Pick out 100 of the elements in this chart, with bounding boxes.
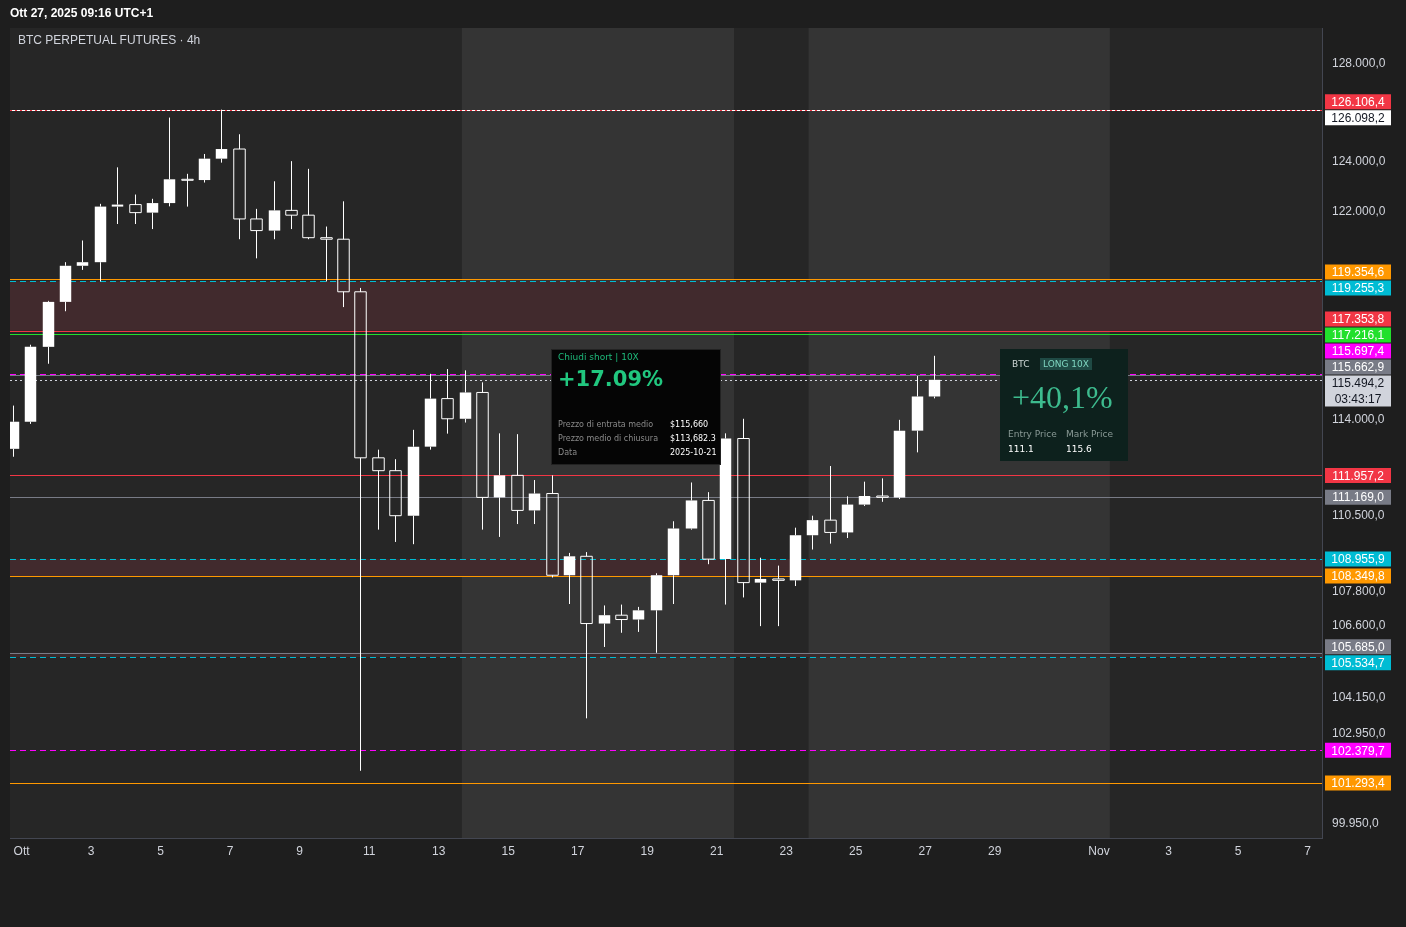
candlestick [650, 572, 663, 654]
x-tick-label: 29 [988, 843, 1002, 858]
ref-line-label: 117.216,1 [1331, 328, 1385, 343]
candlestick [198, 153, 211, 184]
text: Ott 27, 2025 09:16 UTC+1 [10, 6, 154, 21]
candlestick [24, 344, 37, 425]
x-tick-label: Nov [1088, 843, 1110, 858]
x-tick-label: 5 [1234, 843, 1242, 858]
candlestick [806, 515, 819, 551]
candlestick [354, 287, 367, 772]
annotation: BTC [1012, 359, 1030, 369]
x-tick-label: 3 [87, 843, 95, 858]
x-tick-label: 7 [1304, 843, 1312, 858]
x-tick-label: 3 [1165, 843, 1173, 858]
x-tick-label: 7 [226, 843, 234, 858]
candlestick [42, 301, 55, 365]
candlestick [372, 449, 385, 531]
ref-line-label: 126.106,4 [1331, 95, 1386, 110]
candlestick [181, 173, 194, 208]
candlestick [737, 418, 750, 598]
candlestick [511, 433, 524, 525]
candlestick [389, 458, 402, 543]
candlestick [233, 133, 246, 240]
candlestick [59, 261, 72, 312]
annotation: LONG 10X [1040, 358, 1092, 370]
candlestick [441, 368, 454, 435]
annotation: Data [558, 448, 578, 457]
x-tick-label: 17 [570, 843, 585, 858]
candlestick [111, 166, 124, 225]
candlestick [493, 432, 506, 538]
annotation: +40,1% [1012, 379, 1113, 416]
ref-line-label: 119.255,3 [1331, 281, 1385, 296]
annotation: $115,660 [670, 420, 709, 429]
x-tick-label: 5 [157, 843, 165, 858]
x-tick-label: 11 [362, 843, 376, 858]
ref-line-label: 111.169,0 [1332, 490, 1385, 505]
candlestick [129, 194, 142, 225]
candlestick [928, 355, 941, 399]
ref-line-label: 117.353,8 [1331, 312, 1385, 327]
y-tick-label: 99.950,0 [1332, 816, 1380, 831]
x-tick-label: 23 [779, 843, 794, 858]
candlestick [528, 479, 541, 525]
ref-line-label: 101.293,4 [1331, 776, 1386, 791]
candlestick [876, 477, 889, 503]
candlestick [163, 117, 176, 207]
candlestick [789, 527, 802, 587]
candlestick [407, 429, 420, 545]
candlestick [598, 604, 611, 648]
annotation: Entry Price [1008, 429, 1057, 439]
ref-line-label: 111.957,2 [1332, 468, 1385, 483]
candlestick [268, 180, 281, 240]
candlestick [563, 552, 576, 605]
x-tick-label: 13 [431, 843, 446, 858]
ref-line-label: 108.955,9 [1331, 552, 1386, 567]
candlestick [893, 419, 906, 500]
ref-line-label: 108.349,8 [1331, 569, 1386, 584]
candlestick [858, 481, 871, 505]
ref-line-label: 119.354,6 [1331, 265, 1385, 280]
ref-line-label: 105.534,7 [1331, 656, 1386, 671]
candlestick [250, 208, 263, 259]
x-tick-label: 19 [640, 843, 655, 858]
y-tick-label: 128.000,0 [1332, 56, 1386, 71]
candlestick [285, 160, 298, 230]
annotation: $113,682.3 [670, 434, 716, 443]
candlestick [615, 604, 628, 634]
candlestick [146, 198, 159, 230]
annotation: 111.1 [1008, 444, 1034, 454]
candlestick [459, 369, 472, 424]
y-tick-label: 102.950,0 [1332, 725, 1386, 740]
annotation: Mark Price [1066, 429, 1114, 439]
candlestick [320, 226, 333, 282]
candlestick [911, 375, 924, 453]
candlestick [94, 203, 107, 282]
y-tick-label: 106.600,0 [1332, 618, 1386, 633]
candlestick [476, 381, 489, 531]
ref-line-label: 105.685,0 [1331, 640, 1386, 655]
candlestick [337, 200, 350, 308]
candlestick [719, 432, 732, 606]
x-tick-label: 25 [849, 843, 863, 858]
annotation: Prezzo medio di chiusura [558, 434, 659, 443]
candlestick [580, 551, 593, 719]
annotation: 2025-10-21 [670, 448, 717, 457]
y-tick-label: 107.800,0 [1332, 584, 1386, 599]
y-tick-label: 114.000,0 [1332, 412, 1385, 427]
ref-line-label: 115.662,9 [1331, 360, 1385, 375]
x-tick-label: 15 [501, 843, 516, 858]
annotation: Chiudi short | 10X [558, 352, 639, 362]
candlestick [772, 565, 785, 627]
y-tick-label: 110.500,0 [1332, 508, 1385, 523]
x-tick-label: 9 [296, 843, 304, 858]
y-tick-label: 124.000,0 [1332, 153, 1386, 168]
candlestick [841, 495, 854, 539]
y-tick-label: 122.000,0 [1332, 203, 1386, 218]
annotation: 115.6 [1066, 444, 1092, 454]
ref-line-label: 115.494,2 03:43:17 [1331, 376, 1385, 407]
annotation: Prezzo di entrata medio [558, 420, 654, 429]
candlestick [302, 168, 315, 240]
annotation: +17.09% [558, 367, 664, 391]
candlestick [546, 474, 559, 579]
candlestick [667, 520, 680, 605]
